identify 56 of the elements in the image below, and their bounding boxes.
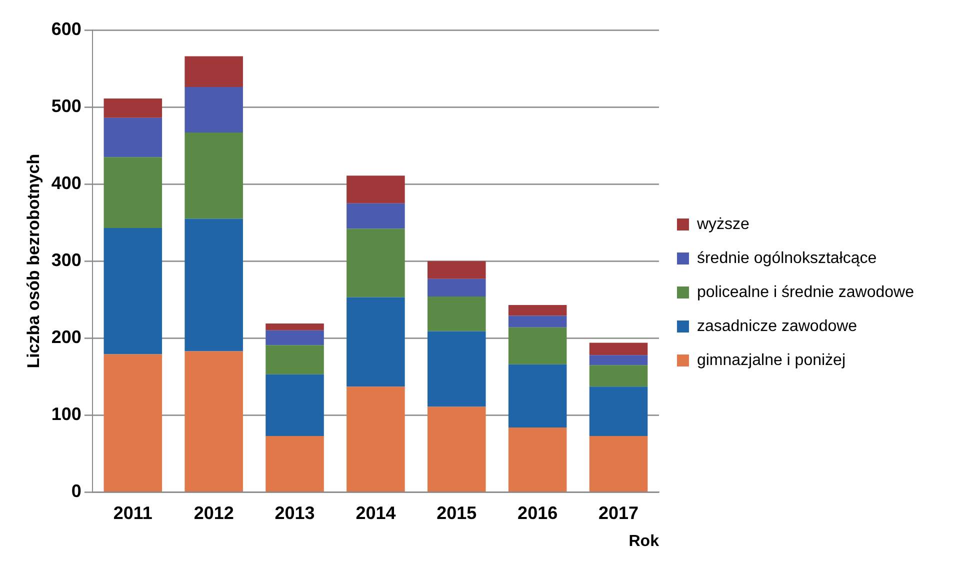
y-tick-label: 400 xyxy=(51,173,82,194)
bar xyxy=(104,228,162,354)
bar xyxy=(104,118,162,158)
bar xyxy=(508,305,567,316)
bar xyxy=(428,278,486,297)
bar xyxy=(266,436,324,492)
bar xyxy=(346,386,405,492)
bar xyxy=(589,436,648,492)
bar xyxy=(184,351,243,492)
bar xyxy=(266,330,324,346)
legend-label: zasadnicze zawodowe xyxy=(696,318,858,335)
legend-label: średnie ogólnokształcące xyxy=(696,250,877,267)
bar xyxy=(428,296,486,332)
x-tick-label: 2017 xyxy=(598,502,639,523)
x-axis-title: Rok xyxy=(628,532,660,550)
bar xyxy=(346,203,405,229)
bar xyxy=(346,228,405,298)
y-tick-label: 200 xyxy=(51,327,82,348)
bar xyxy=(184,56,243,88)
bar xyxy=(508,327,567,364)
x-tick-label: 2015 xyxy=(436,502,477,523)
x-tick-label: 2013 xyxy=(274,502,315,523)
x-tick-label: 2014 xyxy=(356,502,396,523)
legend-label: wyższe xyxy=(696,216,750,233)
bar xyxy=(346,297,405,387)
y-axis-title: Liczba osób bezrobotnych xyxy=(24,154,43,368)
bar xyxy=(428,261,486,279)
bar xyxy=(104,98,162,118)
bar xyxy=(589,386,648,436)
bar xyxy=(266,323,324,330)
bar xyxy=(589,342,648,356)
bar xyxy=(508,364,567,428)
y-tick-label: 300 xyxy=(51,250,82,270)
y-tick-label: 600 xyxy=(51,18,82,39)
bar xyxy=(104,157,162,228)
bar xyxy=(184,218,243,352)
y-tick-label: 100 xyxy=(51,404,82,424)
y-tick-label: 500 xyxy=(51,96,82,116)
x-tick-label: 2016 xyxy=(518,502,558,523)
bar xyxy=(266,374,324,436)
bar xyxy=(508,427,567,492)
legend-label: policealne i średnie zawodowe xyxy=(696,284,914,301)
bar xyxy=(184,87,243,132)
bar xyxy=(266,345,324,374)
y-tick-label: 0 xyxy=(71,481,82,502)
bar xyxy=(346,176,405,204)
bar xyxy=(589,355,648,366)
x-tick-label: 2011 xyxy=(113,502,152,523)
bar xyxy=(428,331,486,407)
bar xyxy=(104,354,162,492)
bar xyxy=(428,406,486,492)
bar xyxy=(184,132,243,219)
x-tick-label: 2012 xyxy=(194,502,234,523)
legend-label: gimnazjalne i poniżej xyxy=(696,352,846,369)
bar xyxy=(589,365,648,387)
bar xyxy=(508,316,567,328)
